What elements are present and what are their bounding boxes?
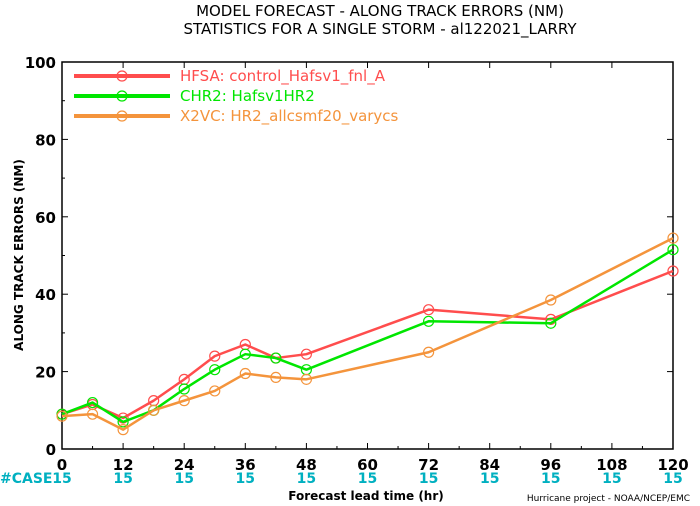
legend-label: CHR2: Hafsv1HR2: [180, 87, 315, 105]
data-point: [300, 373, 312, 385]
data-point: [423, 346, 435, 358]
series-2: [56, 244, 679, 428]
legend-marker: [116, 110, 128, 122]
series-3: [56, 232, 679, 436]
legend-marker: [116, 90, 128, 102]
case-count: 15: [480, 471, 499, 487]
case-count: 15: [174, 471, 193, 487]
data-point: [239, 367, 251, 380]
case-count: 15: [236, 471, 255, 487]
data-point: [209, 350, 221, 362]
case-count-label: #CASE: [0, 471, 53, 487]
data-point: [270, 371, 282, 384]
x-tick-label: 12: [113, 456, 134, 474]
y-tick-label: 20: [35, 364, 56, 382]
data-point: [56, 410, 68, 422]
case-count: 15: [358, 471, 377, 487]
data-point: [239, 348, 251, 360]
series-line: [61, 248, 674, 424]
y-tick-label: 40: [35, 286, 56, 304]
x-tick-label: 60: [357, 456, 378, 474]
legend-label: HFSA: control_Hafsv1_fnl_A: [180, 67, 386, 86]
y-tick-label: 0: [46, 441, 56, 459]
chart-title: MODEL FORECAST - ALONG TRACK ERRORS (NM): [196, 2, 564, 20]
case-count: 15: [419, 471, 438, 487]
x-tick-label: 72: [418, 456, 439, 474]
case-count: 15: [297, 471, 316, 487]
case-count: 15: [663, 471, 682, 487]
series-layer: [56, 232, 679, 436]
case-count: 15: [541, 471, 560, 487]
data-point: [209, 364, 221, 376]
legend-item: HFSA: control_Hafsv1_fnl_A: [74, 67, 386, 86]
data-point: [178, 395, 190, 407]
x-axis-title: Forecast lead time (hr): [288, 489, 444, 503]
data-point: [667, 244, 679, 256]
y-tick-label: 80: [35, 131, 56, 149]
data-point: [86, 408, 99, 420]
data-point: [209, 385, 221, 397]
axes-layer: 0151215241536154815601572158415961510815…: [25, 54, 689, 487]
data-point: [423, 304, 435, 316]
chart-subtitle: STATISTICS FOR A SINGLE STORM - al122021…: [183, 20, 577, 39]
data-point: [545, 294, 557, 306]
legend-item: CHR2: Hafsv1HR2: [74, 87, 315, 105]
y-axis-title: ALONG TRACK ERRORS (NM): [12, 159, 26, 351]
case-count: 15: [113, 471, 132, 487]
legend-item: X2VC: HR2_allcsmf20_varycs: [74, 107, 399, 126]
data-point: [667, 265, 679, 277]
x-tick-label: 120: [657, 456, 688, 474]
data-point: [117, 424, 129, 436]
series-line: [61, 236, 674, 431]
x-tick-label: 24: [174, 456, 195, 474]
x-tick-label: 36: [235, 456, 256, 474]
data-point: [423, 315, 435, 327]
legend-marker: [116, 70, 128, 82]
y-tick-label: 60: [35, 209, 56, 227]
data-point: [178, 383, 190, 395]
data-point: [117, 416, 129, 428]
credit-text: Hurricane project - NOAA/NCEP/EMC: [527, 494, 690, 504]
data-point: [270, 352, 282, 364]
y-tick-label: 100: [25, 54, 56, 72]
data-point: [300, 348, 312, 360]
x-tick-label: 108: [596, 456, 627, 474]
data-point: [148, 404, 160, 416]
data-point: [667, 232, 679, 244]
case-count: 15: [602, 471, 621, 487]
x-tick-label: 0: [57, 456, 67, 474]
x-tick-label: 48: [296, 456, 317, 474]
x-tick-label: 96: [540, 456, 561, 474]
x-tick-label: 84: [479, 456, 500, 474]
data-point: [86, 396, 99, 409]
data-point: [545, 317, 557, 329]
legend-label: X2VC: HR2_allcsmf20_varycs: [180, 107, 399, 126]
case-count: 15: [52, 471, 71, 487]
